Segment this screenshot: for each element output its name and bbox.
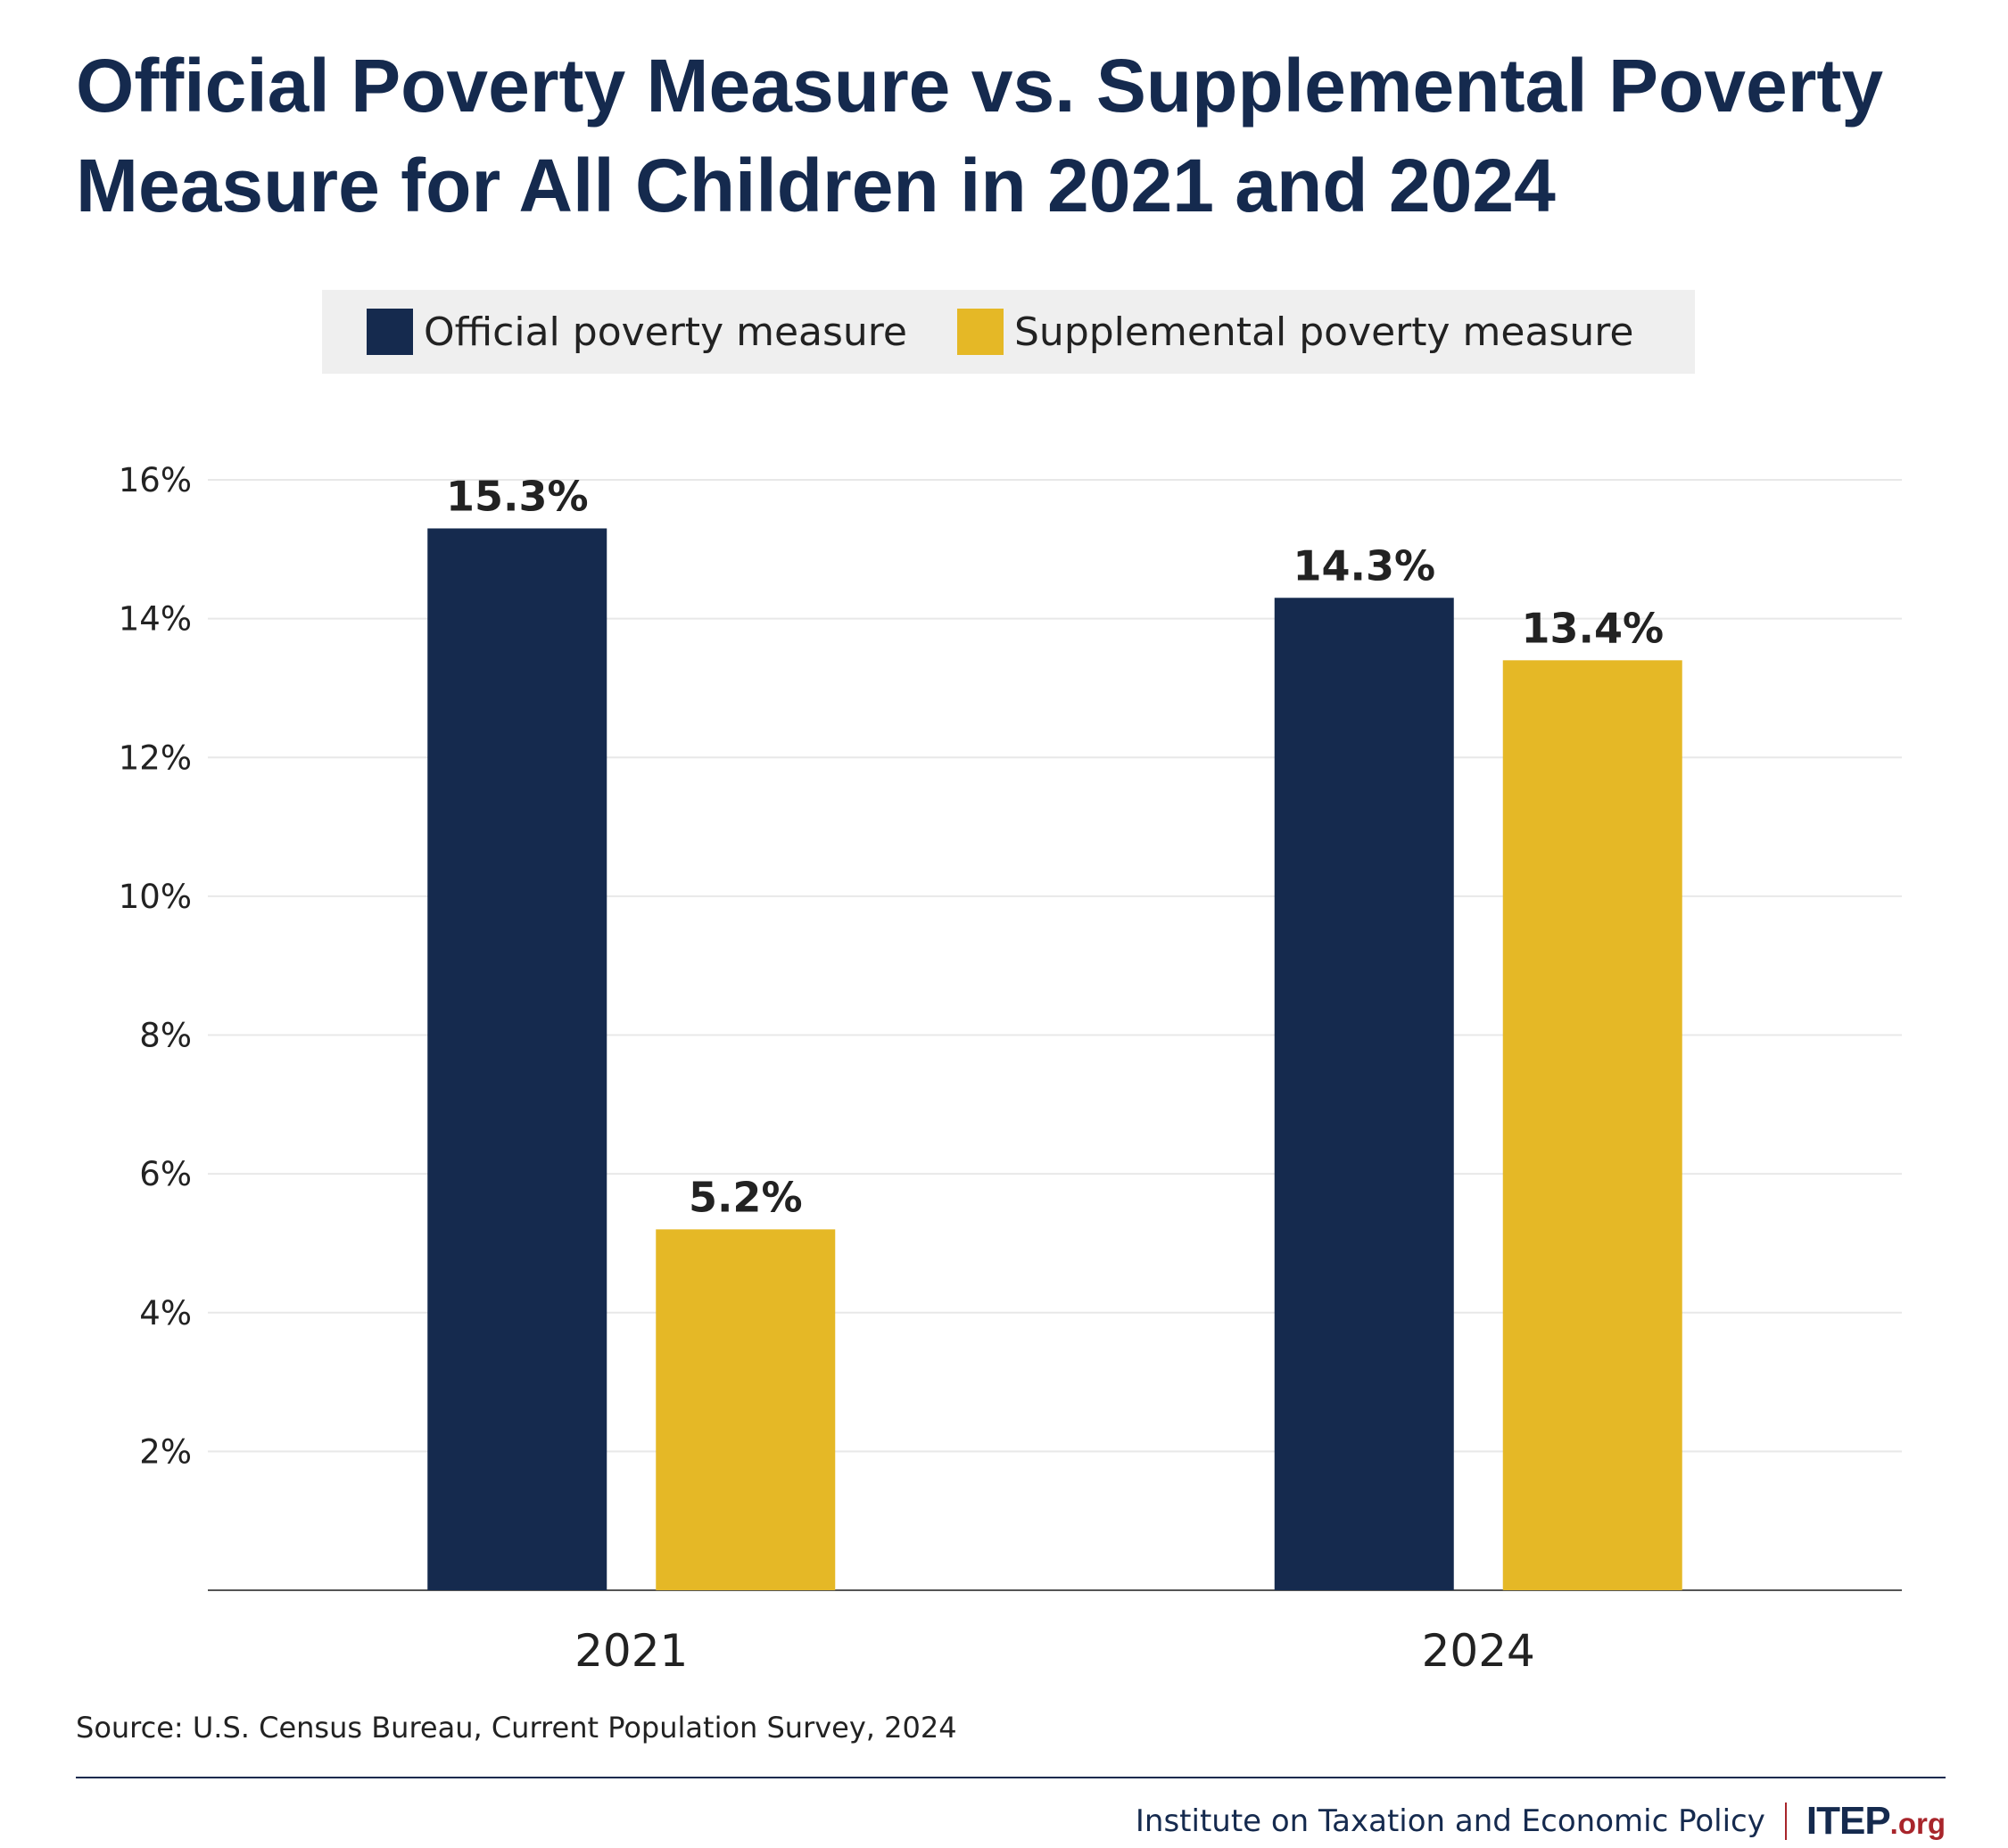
y-tick-label: 14% (119, 600, 192, 639)
legend-item-supplemental: Supplemental poverty measure (957, 309, 1633, 355)
y-tick-label: 12% (119, 738, 192, 777)
bar (427, 528, 607, 1590)
legend: Official poverty measure Supplemental po… (322, 290, 1695, 374)
bar (1502, 660, 1682, 1590)
y-tick-label: 10% (119, 878, 192, 916)
data-label: 15.3% (446, 472, 589, 520)
data-label: 5.2% (689, 1173, 803, 1221)
legend-swatch-official (367, 309, 413, 355)
legend-label-supplemental: Supplemental poverty measure (1014, 309, 1634, 355)
x-category-label: 2021 (574, 1625, 688, 1677)
legend-item-official: Official poverty measure (367, 309, 907, 355)
data-label: 14.3% (1293, 541, 1435, 590)
footer: Institute on Taxation and Economic Polic… (1136, 1794, 1946, 1848)
data-label: 13.4% (1521, 604, 1664, 652)
y-tick-label: 2% (139, 1432, 192, 1471)
legend-label-official: Official poverty measure (424, 309, 907, 355)
chart-title: Official Poverty Measure vs. Supplementa… (76, 44, 1884, 227)
logo-main-text: ITEP (1806, 1799, 1891, 1843)
org-name: Institute on Taxation and Economic Polic… (1135, 1803, 1765, 1839)
source-note: Source: U.S. Census Bureau, Current Popu… (76, 1711, 957, 1745)
y-tick-label: 8% (139, 1017, 192, 1055)
y-tick-label: 16% (119, 461, 192, 499)
y-tick-label: 4% (139, 1294, 192, 1332)
footer-divider (76, 1777, 1946, 1778)
y-tick-label: 6% (139, 1155, 192, 1193)
bar (1274, 598, 1454, 1590)
bar (656, 1229, 836, 1590)
x-category-label: 2024 (1422, 1625, 1535, 1677)
footer-separator (1784, 1803, 1787, 1840)
legend-swatch-supplemental (957, 309, 1004, 355)
logo-tld-text: .org (1889, 1807, 1946, 1840)
itep-logo: ITEP .org (1806, 1799, 1946, 1844)
